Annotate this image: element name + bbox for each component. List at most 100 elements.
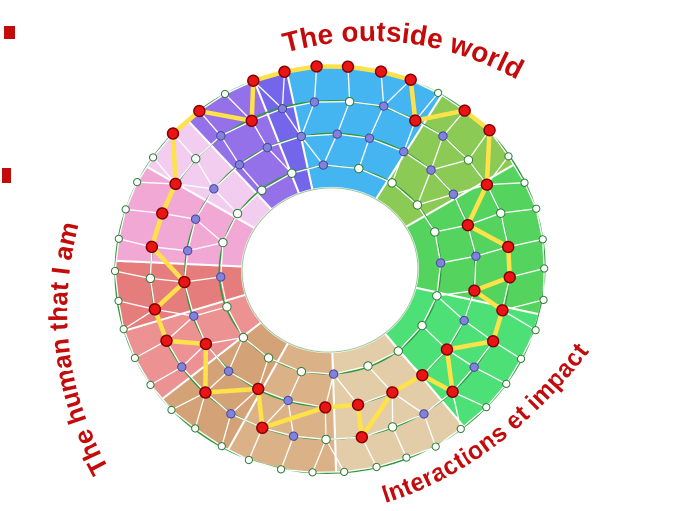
mesh-edge	[423, 413, 437, 448]
purple-node	[328, 369, 339, 379]
white-node	[520, 178, 529, 187]
red-node	[252, 382, 265, 396]
white-node	[344, 96, 355, 107]
mesh-edge	[473, 366, 507, 385]
red-node	[341, 60, 355, 73]
white-node	[432, 291, 442, 301]
purple-node	[309, 97, 320, 107]
mesh-edge	[391, 426, 408, 459]
mesh-edge	[436, 295, 465, 322]
purple-node	[277, 104, 288, 114]
red-node	[310, 60, 323, 73]
purple-node	[459, 315, 469, 326]
white-node	[516, 354, 526, 363]
mesh-edge	[194, 218, 224, 244]
mesh-edge	[281, 108, 303, 138]
red-artifact-1	[4, 26, 15, 39]
mesh-edge	[170, 391, 207, 411]
purple-node	[226, 409, 236, 419]
white-node	[146, 380, 155, 390]
purple-node	[182, 245, 193, 256]
white-node	[238, 332, 249, 343]
white-node	[244, 455, 253, 465]
white-node	[531, 326, 540, 335]
purple-node	[296, 131, 307, 142]
red-node	[503, 271, 516, 284]
mesh-edge	[205, 336, 244, 345]
red-node	[386, 386, 399, 399]
white-node	[372, 462, 381, 472]
red-node	[486, 335, 500, 348]
mesh-edge	[154, 308, 195, 317]
red-node	[156, 207, 169, 220]
purple-node	[435, 258, 446, 268]
purple-node	[332, 129, 342, 139]
purple-node	[216, 272, 226, 282]
white-node	[148, 153, 158, 162]
mesh-edge	[227, 336, 244, 372]
red-node	[278, 65, 291, 78]
red-node	[446, 385, 459, 398]
mesh-edge	[187, 241, 224, 252]
label-human-that-i-am: The human that I am	[43, 219, 114, 480]
white-node	[114, 234, 123, 243]
purple-node	[262, 142, 273, 153]
white-node	[167, 405, 176, 415]
mesh-edge	[501, 299, 545, 311]
red-node	[178, 275, 191, 289]
white-node	[387, 178, 397, 188]
red-node	[256, 421, 269, 435]
red-node	[409, 114, 422, 127]
mesh-edge	[149, 366, 183, 386]
purple-node	[448, 189, 459, 199]
mesh-edge	[280, 435, 295, 471]
white-node	[430, 227, 440, 237]
white-node	[222, 302, 232, 312]
red-node	[502, 240, 515, 254]
purple-node	[318, 160, 329, 170]
purple-node	[223, 366, 234, 376]
white-node	[434, 88, 443, 98]
mesh-edge	[230, 388, 259, 415]
red-node	[440, 343, 454, 356]
white-node	[145, 273, 156, 284]
mesh-edge	[391, 391, 425, 415]
white-node	[218, 237, 228, 248]
white-node	[220, 89, 230, 99]
white-node	[417, 320, 427, 331]
mesh-edge	[383, 79, 412, 107]
white-node	[191, 154, 201, 164]
red-node	[145, 240, 159, 254]
mesh-edge	[436, 290, 476, 297]
white-node	[191, 424, 200, 433]
mesh-edge	[252, 80, 284, 110]
purple-node	[190, 214, 201, 224]
mesh-edge	[220, 135, 241, 166]
red-node	[351, 398, 365, 411]
red-node	[247, 74, 260, 87]
white-node	[496, 208, 506, 218]
mesh-edge	[486, 182, 526, 186]
white-node	[232, 208, 243, 219]
white-node	[463, 155, 474, 165]
mesh-edge	[287, 370, 303, 402]
white-node	[412, 200, 423, 210]
mesh-edge	[451, 391, 462, 430]
mesh-edge	[194, 391, 207, 430]
purple-node	[209, 184, 219, 194]
white-node	[114, 296, 123, 306]
mesh-edge	[322, 133, 338, 166]
mesh-edge	[500, 208, 537, 214]
white-node	[276, 465, 286, 474]
mesh-edge	[358, 137, 371, 170]
mesh-edge	[117, 300, 156, 311]
mesh-edge	[311, 438, 327, 473]
red-node	[193, 104, 206, 118]
purple-node	[288, 431, 299, 441]
white-node	[110, 266, 120, 276]
purple-node	[471, 251, 481, 261]
white-node	[133, 178, 142, 187]
mesh-edge	[238, 164, 263, 191]
mesh-edge	[332, 373, 359, 406]
purple-node	[283, 395, 293, 406]
